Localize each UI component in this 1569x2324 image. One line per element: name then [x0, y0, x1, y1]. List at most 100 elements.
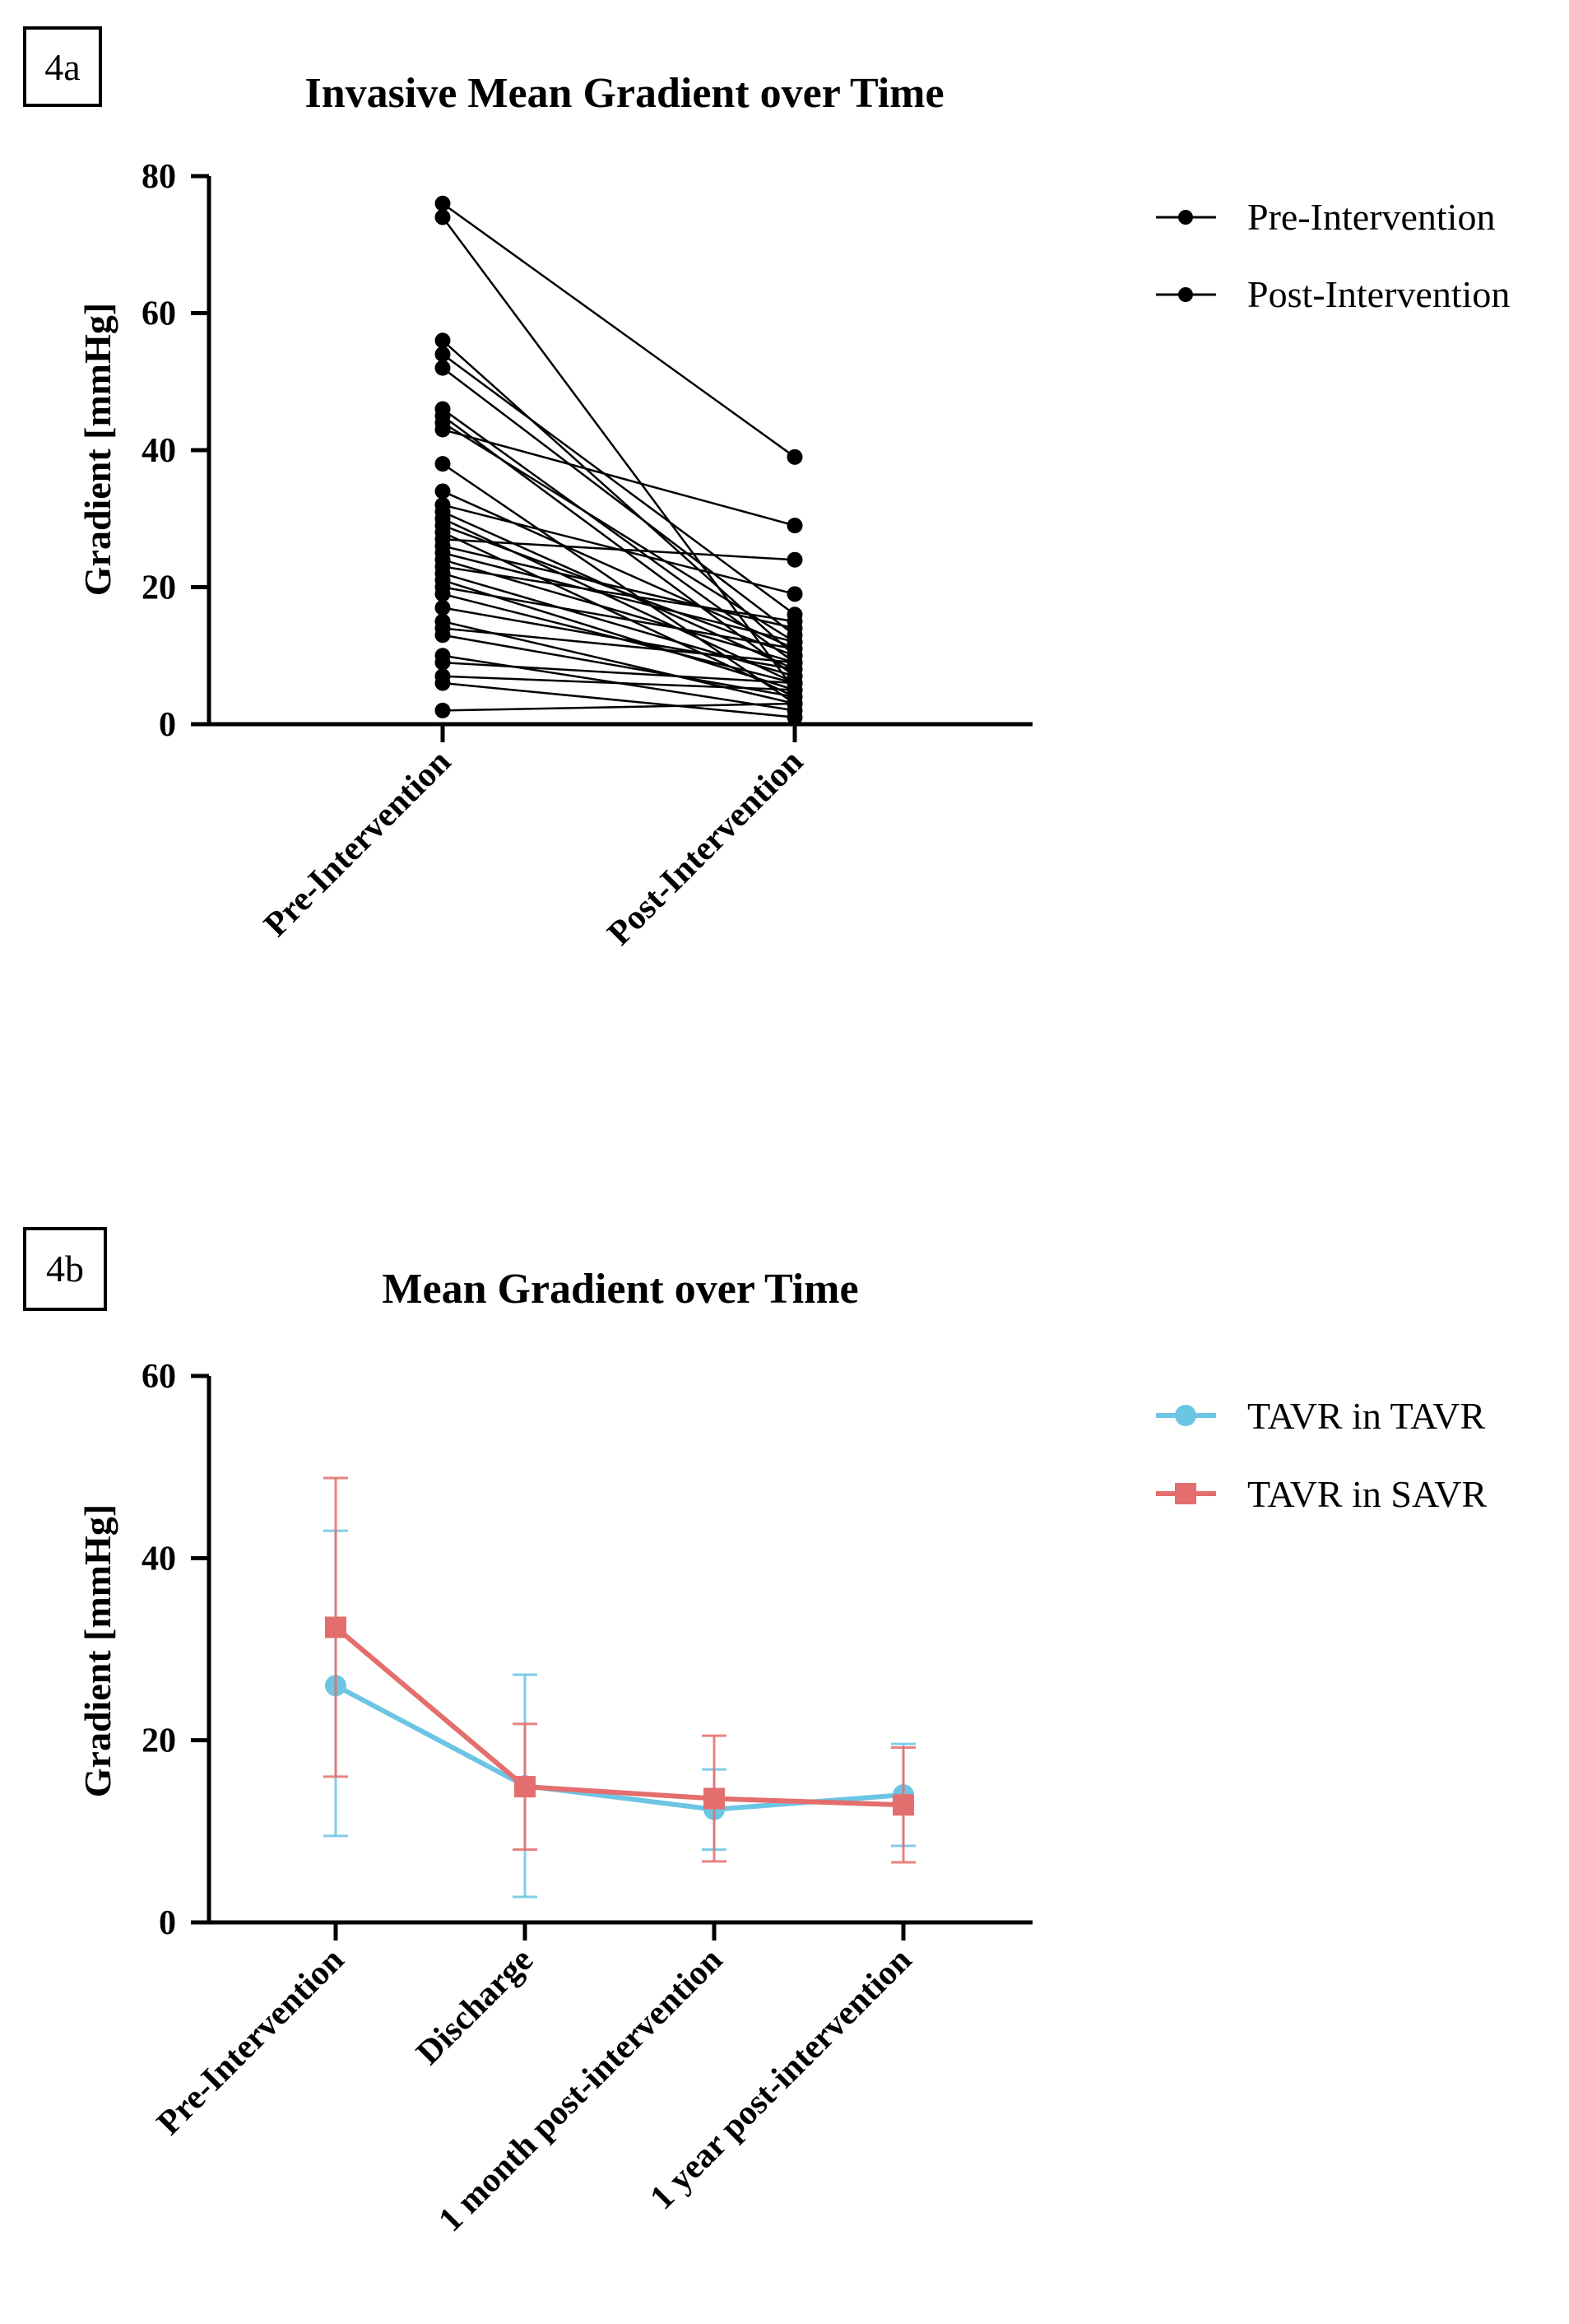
data-points-4a	[434, 195, 803, 726]
pair-line-8	[442, 428, 796, 527]
pair-line-4	[442, 367, 796, 636]
pair-line-33	[442, 702, 796, 712]
point-post-23	[787, 640, 803, 657]
pair-line-1	[441, 216, 796, 691]
pair-line-22	[442, 579, 796, 691]
panel-label-box-4a	[23, 26, 102, 107]
point-post-27	[787, 654, 803, 671]
legend-marker-post	[1178, 287, 1193, 302]
x-tick-labels-4a: Pre-Intervention Post-Intervention	[257, 724, 810, 953]
chart-title-4a: Invasive Mean Gradient over Time	[304, 70, 944, 117]
pair-line-7	[442, 421, 796, 644]
point-pre-28	[434, 627, 451, 644]
legend-item-tavr-in-tavr: TAVR in TAVR	[1156, 1395, 1485, 1437]
series-tavr-in-tavr	[323, 1529, 916, 1899]
legend-item-post-intervention: Post-Intervention	[1156, 273, 1510, 315]
point-pre-8	[434, 421, 451, 438]
point-pre-33	[434, 702, 451, 718]
point-post-16	[787, 551, 803, 568]
pair-line-0	[442, 202, 796, 458]
pair-line-28	[442, 634, 796, 698]
legend-marker-0	[1175, 1405, 1196, 1426]
point-pre-1	[434, 209, 451, 225]
pair-line-5	[442, 408, 796, 664]
pair-line-32	[442, 681, 796, 718]
point-pre-30	[434, 654, 451, 671]
legend-4b: TAVR in TAVR TAVR in SAVR	[1156, 1395, 1487, 1515]
x-tick-label-4a-1: Post-Intervention	[601, 743, 810, 953]
pair-line-30	[442, 661, 796, 685]
point-pre-25	[434, 599, 451, 616]
point-post-11	[787, 586, 803, 602]
series-line-1	[334, 1625, 904, 1808]
pair-line-13	[442, 518, 796, 685]
pair-line-26	[442, 620, 796, 705]
series-4b	[323, 1476, 916, 1899]
point-pre-4	[434, 360, 451, 376]
panel-4b: 4b Mean Gradient over Time Gradient [mmH…	[23, 1227, 1487, 2239]
legend-label-0: TAVR in TAVR	[1247, 1395, 1485, 1437]
chart-title-4b: Mean Gradient over Time	[382, 1266, 858, 1313]
y-tick-label-4a-60: 60	[142, 295, 176, 333]
point-post-8	[787, 518, 803, 534]
legend-label-1: TAVR in SAVR	[1247, 1473, 1487, 1515]
y-ticks-4a: 0 20 40 60 80	[142, 158, 209, 744]
pair-line-17	[442, 545, 796, 630]
y-tick-label-4a-0: 0	[159, 706, 176, 744]
pair-line-27	[442, 627, 796, 664]
legend-4a: Pre-Intervention Post-Intervention	[1156, 196, 1510, 315]
y-tick-label-4b-0: 0	[159, 1904, 176, 1942]
pair-line-2	[442, 339, 796, 657]
y-tick-label-4a-20: 20	[142, 569, 176, 607]
y-axis-label-4b: Gradient [mmHg]	[77, 1504, 118, 1797]
panel-label-4b: 4b	[46, 1248, 84, 1290]
y-tick-label-4b-60: 60	[142, 1358, 176, 1396]
pair-lines-4a	[441, 202, 796, 718]
pair-line-25	[442, 607, 796, 671]
y-tick-label-4b-20: 20	[142, 1722, 176, 1760]
series-tavr-in-savr	[323, 1476, 916, 1864]
point-post-31	[787, 681, 803, 698]
point-pre-9	[434, 456, 451, 472]
x-tick-label-4b-0: Pre-Intervention	[150, 1941, 351, 2143]
point-pre-2	[434, 332, 451, 349]
y-tick-label-4a-80: 80	[142, 158, 176, 196]
x-tick-label-4b-1: Discharge	[410, 1941, 541, 2073]
point-pre-10	[434, 483, 451, 500]
point-post-33	[787, 695, 803, 712]
point-pre-3	[434, 346, 451, 362]
y-axis-label-4a: Gradient [mmHg]	[77, 303, 118, 596]
pair-line-19	[442, 559, 796, 664]
point-pre-0	[434, 195, 451, 211]
y-ticks-4b: 0 20 40 60	[142, 1358, 209, 1942]
point-post-32	[787, 709, 803, 726]
marker-1-2	[703, 1787, 725, 1810]
legend-marker-1	[1175, 1483, 1196, 1504]
panel-label-4a: 4a	[44, 46, 80, 88]
point-post-20	[787, 613, 803, 630]
point-pre-24	[434, 586, 451, 602]
x-tick-label-4a-0: Pre-Intervention	[257, 743, 458, 945]
point-post-0	[787, 449, 803, 465]
pair-line-3	[442, 353, 796, 616]
pair-line-20	[442, 565, 796, 623]
legend-marker-pre	[1178, 210, 1193, 225]
pair-line-18	[442, 551, 796, 644]
marker-1-3	[893, 1794, 914, 1816]
panel-4a: 4a Invasive Mean Gradient over Time Grad…	[23, 26, 1510, 953]
y-tick-label-4b-40: 40	[142, 1540, 176, 1578]
pair-line-10	[442, 490, 796, 650]
pair-line-9	[442, 462, 796, 705]
marker-1-0	[325, 1616, 346, 1638]
pair-line-31	[442, 675, 796, 691]
pair-line-23	[442, 586, 796, 650]
marker-1-1	[514, 1776, 536, 1798]
legend-label-pre: Pre-Intervention	[1247, 196, 1495, 238]
pair-line-16	[442, 537, 796, 561]
legend-label-post: Post-Intervention	[1247, 273, 1510, 315]
legend-item-pre-intervention: Pre-Intervention	[1156, 196, 1495, 238]
y-tick-label-4a-40: 40	[142, 432, 176, 470]
point-pre-32	[434, 675, 451, 691]
